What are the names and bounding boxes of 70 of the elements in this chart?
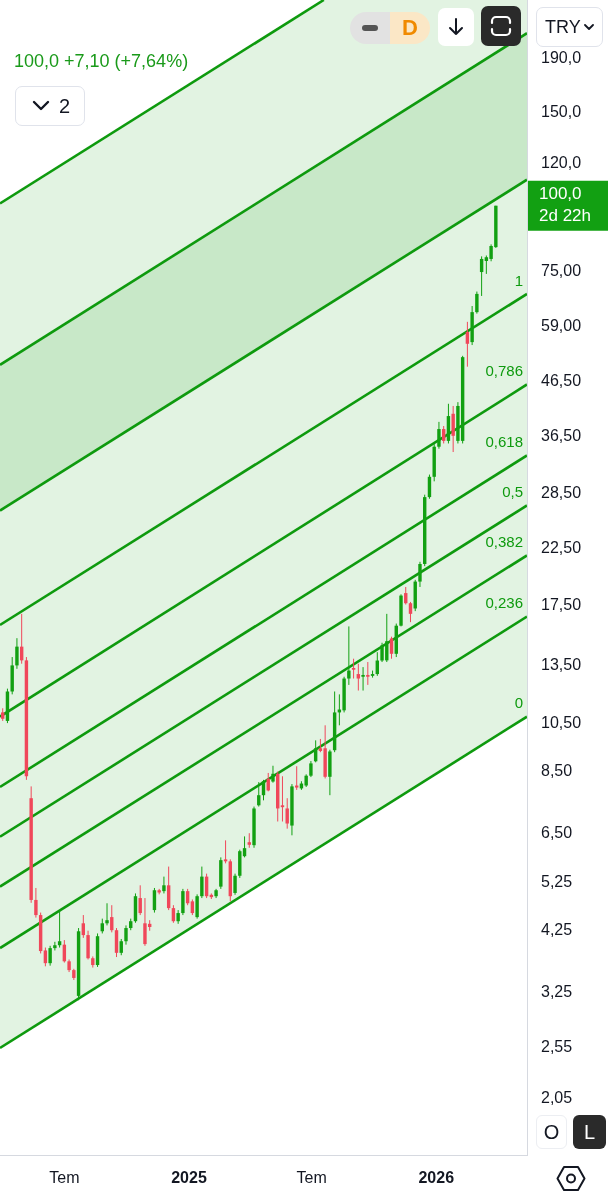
candlestick xyxy=(34,887,38,919)
series-label: 0,786 xyxy=(485,362,523,380)
candlestick xyxy=(280,775,285,822)
annotation: 2 xyxy=(58,94,70,118)
y-tick-label: 17,50 xyxy=(541,596,582,614)
candlestick xyxy=(43,947,48,967)
series-label: 1 xyxy=(514,271,523,289)
candlestick xyxy=(48,945,52,967)
y-tick-label: 6,50 xyxy=(541,823,573,841)
candlestick xyxy=(351,658,356,680)
series-label: 0,618 xyxy=(485,433,523,451)
candlestick xyxy=(162,876,166,894)
candlestick xyxy=(451,405,455,453)
dropdown: 2 xyxy=(15,86,85,126)
y-tick-label: 3,25 xyxy=(541,982,573,1000)
candlestick xyxy=(418,561,422,588)
y-tick-label: 75,00 xyxy=(541,262,582,280)
y-tick-label: 5,25 xyxy=(541,872,573,890)
candlestick xyxy=(81,914,86,939)
series-label: 0 xyxy=(514,694,523,712)
x-tick-label: 2026 xyxy=(418,1169,455,1187)
y-tick-label: 36,50 xyxy=(541,427,582,445)
candlestick xyxy=(124,924,128,946)
text: 100,0 +7,10 (+7,64%) xyxy=(14,51,189,72)
y-tick-label: 22,50 xyxy=(541,538,582,556)
x-tick-label: Tem xyxy=(49,1169,80,1187)
candlestick xyxy=(475,291,479,315)
y-tick-label: 46,50 xyxy=(541,371,582,389)
candlestick xyxy=(143,897,147,947)
y-tick-label: 120,0 xyxy=(541,154,582,172)
y-tick-label: 2,05 xyxy=(541,1088,573,1106)
y-tick-label: 28,50 xyxy=(541,484,582,502)
series-label: 0,382 xyxy=(485,533,523,551)
y-tick-label: 150,0 xyxy=(541,103,582,121)
y-tick-label: 59,00 xyxy=(541,317,582,335)
series-label: 0,5 xyxy=(502,483,523,501)
candlestick xyxy=(105,902,109,926)
candlestick xyxy=(53,941,57,951)
candlestick xyxy=(380,642,384,663)
toggle-button: O xyxy=(536,1115,567,1149)
candlestick xyxy=(347,625,351,686)
candlestick xyxy=(200,866,204,899)
series-label: 0,236 xyxy=(485,594,523,612)
candlestick xyxy=(366,661,370,686)
annotation: D xyxy=(390,12,430,44)
candlestick xyxy=(437,421,441,450)
x-tick-label: Tem xyxy=(296,1169,327,1187)
candlestick xyxy=(181,888,185,916)
y-tick-label: 190,0 xyxy=(541,48,582,66)
y-tick-label: 2,55 xyxy=(541,1038,573,1056)
candlestick xyxy=(361,666,365,692)
candlestick xyxy=(86,930,90,960)
candlestick xyxy=(233,873,237,896)
candlestick xyxy=(356,663,361,692)
y-tick-label: 10,50 xyxy=(541,713,582,731)
candlestick xyxy=(195,893,199,920)
candlestick xyxy=(271,765,275,784)
candlestick xyxy=(408,601,413,623)
toggle-button: L xyxy=(573,1115,606,1149)
y-tick-label: 4,25 xyxy=(541,921,573,939)
y-tick-label: 13,50 xyxy=(541,655,582,673)
candlestick xyxy=(114,927,119,958)
text: 100,0 2d 22h xyxy=(539,184,591,226)
candlestick xyxy=(15,637,19,670)
candlestick xyxy=(465,321,470,368)
dropdown: TRY xyxy=(536,7,603,47)
y-tick-label: 8,50 xyxy=(541,762,573,780)
x-tick-label: 2025 xyxy=(171,1169,207,1187)
candlestick xyxy=(285,797,289,830)
candlestick xyxy=(389,636,394,660)
